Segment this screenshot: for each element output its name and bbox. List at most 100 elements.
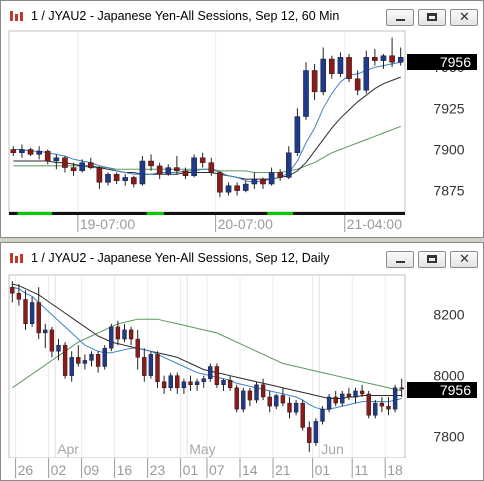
candle-body: [194, 381, 200, 385]
candle-body: [109, 326, 114, 349]
candle-body: [19, 149, 25, 153]
candle-body: [70, 167, 77, 172]
candle-body: [36, 150, 42, 155]
x-tick-label: 11: [354, 462, 369, 478]
candle-body: [277, 172, 283, 178]
candle-body: [225, 185, 232, 193]
minimize-icon: [396, 19, 405, 21]
candle-body: [174, 167, 180, 172]
price-chart-daily[interactable]: 8200 8000 7800 26 02 09 16 23 01 07 14 21 01 11 18 Apr M…: [1, 243, 483, 480]
candle-body: [353, 390, 358, 398]
candle-body: [346, 393, 352, 398]
x-tick-label: 19-07:00: [80, 216, 135, 232]
candle-body: [27, 149, 34, 155]
candle-body: [156, 165, 163, 175]
chart-window-60min[interactable]: 1 / JYAU2 - Japanese Yen-All Sessions, S…: [0, 0, 484, 238]
candle-body: [62, 344, 68, 376]
x-tick-label: 20-07:00: [218, 216, 273, 232]
candle-body: [234, 387, 239, 410]
candle-body: [105, 173, 111, 183]
x-tick-label: 14: [242, 462, 258, 478]
x-tick-label: 23: [150, 462, 166, 478]
candle-body: [36, 302, 41, 334]
candle-body: [49, 329, 55, 352]
y-tick-label: 7875: [433, 183, 464, 199]
candle-body: [128, 329, 134, 340]
close-button[interactable]: ✕: [450, 9, 478, 26]
candle-body: [76, 357, 81, 364]
candle-body: [234, 185, 240, 191]
candle-body: [182, 170, 189, 176]
candle-body: [155, 354, 160, 382]
candle-body: [62, 157, 68, 168]
x-tick-label: 01: [315, 462, 331, 478]
candle-body: [16, 293, 22, 300]
close-button[interactable]: ✕: [450, 251, 478, 268]
maximize-button[interactable]: [418, 251, 446, 268]
candle-body: [79, 162, 85, 172]
candle-body: [217, 172, 223, 193]
session-mark: [267, 212, 294, 215]
candle-body: [139, 160, 146, 185]
session-mark: [146, 212, 164, 215]
window-title: 1 / JYAU2 - Japanese Yen-All Sessions, S…: [31, 251, 330, 265]
candle-body: [161, 381, 167, 389]
title-bar[interactable]: 1 / JYAU2 - Japanese Yen-All Sessions, S…: [1, 1, 483, 31]
ma-mid-line: [13, 76, 401, 180]
maximize-icon: [427, 255, 437, 263]
candle-body: [386, 405, 391, 410]
x-axis-strip: [9, 212, 405, 232]
candle-body: [267, 396, 272, 407]
candle-body: [148, 160, 154, 167]
candle-body: [165, 167, 172, 175]
window-title: 1 / JYAU2 - Japanese Yen-All Sessions, S…: [31, 9, 340, 23]
minimize-icon: [396, 261, 405, 263]
candle-body: [397, 57, 404, 63]
y-tick-label: 8000: [433, 368, 464, 384]
candle-body: [268, 172, 275, 185]
chart-app-icon: [10, 253, 23, 263]
ma-slow-line: [12, 318, 402, 392]
candle-body: [95, 354, 101, 367]
candle-body: [115, 326, 121, 340]
candle-body: [320, 58, 327, 93]
candle-body: [311, 70, 318, 93]
candle-body: [10, 287, 15, 294]
candle-body: [294, 116, 301, 153]
candle-body: [251, 178, 258, 185]
chart-app-icon: [10, 11, 23, 21]
candle-body: [247, 390, 253, 401]
candle-body: [274, 395, 279, 407]
x-tick-label: 16: [117, 462, 133, 478]
title-bar[interactable]: 1 / JYAU2 - Japanese Yen-All Sessions, S…: [1, 243, 483, 273]
candle-body: [300, 402, 305, 428]
candle-body: [122, 329, 127, 340]
candle-body: [380, 55, 387, 61]
candle-body: [56, 344, 61, 352]
minimize-button[interactable]: [386, 9, 414, 26]
candle-body: [340, 393, 345, 404]
candle-body: [10, 149, 17, 153]
last-price-tag: 7956: [407, 382, 477, 398]
minimize-button[interactable]: [386, 251, 414, 268]
y-tick-label: 7900: [433, 141, 464, 157]
candle-body: [392, 387, 398, 410]
candle-body: [82, 360, 88, 364]
candle-body: [320, 408, 325, 422]
maximize-icon: [427, 13, 437, 21]
maximize-button[interactable]: [418, 9, 446, 26]
candle-body: [286, 152, 292, 178]
chart-window-daily[interactable]: 1 / JYAU2 - Japanese Yen-All Sessions, S…: [0, 242, 484, 481]
candle-body: [241, 390, 246, 410]
candle-body: [363, 57, 370, 91]
candle-body: [379, 402, 385, 407]
candle-body: [168, 375, 173, 389]
session-mark: [17, 212, 53, 215]
candle-body: [307, 427, 312, 443]
month-label: Jun: [321, 441, 344, 457]
candle-body: [287, 402, 292, 413]
candle-body: [113, 173, 120, 181]
candle-body: [372, 57, 378, 61]
candle-body: [89, 354, 94, 361]
